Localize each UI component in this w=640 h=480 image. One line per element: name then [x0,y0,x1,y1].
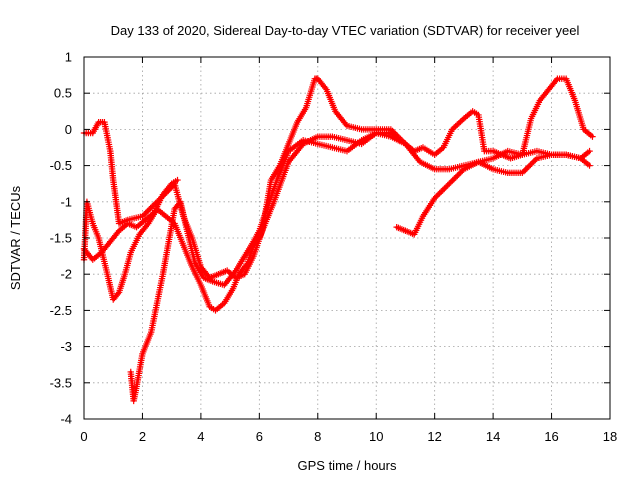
y-tick-label: -3.5 [50,375,72,390]
series-line [129,131,401,403]
series-track-e [393,147,593,238]
x-tick-label: 16 [544,429,558,444]
x-tick-label: 10 [369,429,383,444]
y-tick-label: 0 [65,122,72,137]
y-tick-label: 1 [65,50,72,65]
x-tick-label: 8 [314,429,321,444]
plot-frame [83,56,611,420]
series-line [82,77,594,280]
x-tick-label: 12 [427,429,441,444]
y-tick-label: -3 [60,339,72,354]
x-axis-ticks: 0 2 4 6 8 10 12 14 16 18 [80,57,617,444]
series-track-c [127,129,403,405]
data-point [586,162,593,169]
data-point [174,176,181,184]
y-tick-label: -0.5 [50,158,72,173]
y-tick-label: 0.5 [54,86,72,101]
grid-lines [84,57,610,419]
x-tick-label: 6 [256,429,263,444]
y-tick-label: -4 [60,412,72,427]
data-series [80,75,596,405]
data-point [589,133,596,140]
y-tick-label: -2.5 [50,303,72,318]
x-tick-label: 2 [139,429,146,444]
x-tick-label: 18 [603,429,617,444]
series-track-a [80,75,596,282]
data-point [114,290,122,297]
chart-title: Day 133 of 2020, Sidereal Day-to-day VTE… [111,23,580,38]
x-axis-label: GPS time / hours [298,458,397,473]
y-axis-ticks: -4 -3.5 -3 -2.5 -2 -1.5 -1 -0.5 0 0.5 1 [50,50,610,427]
y-tick-label: -1 [60,194,72,209]
x-tick-label: 0 [80,429,87,444]
x-tick-label: 14 [486,429,500,444]
x-tick-label: 4 [197,429,204,444]
y-axis-label: SDTVAR / TECUs [8,185,23,290]
y-tick-label: -1.5 [50,231,72,246]
series-track-d [80,176,181,263]
y-tick-label: -2 [60,267,72,282]
data-point [396,137,403,144]
data-point [586,147,593,155]
